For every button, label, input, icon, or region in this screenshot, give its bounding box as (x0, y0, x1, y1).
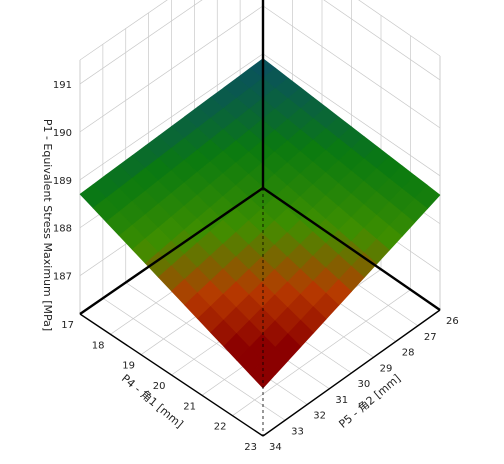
response-surface (79, 58, 441, 389)
y-tick-label: 34 (269, 442, 282, 453)
x-tick-label: 22 (214, 422, 227, 433)
axes (79, 0, 441, 437)
z-tick-label: 188 (53, 224, 72, 235)
y-tick-label: 30 (358, 379, 371, 390)
y-tick-label: 33 (291, 426, 304, 437)
grid-line (323, 0, 441, 81)
y-axis-back-line (262, 187, 441, 311)
y-tick-label: 31 (335, 395, 348, 406)
y-tick-label: 26 (446, 316, 459, 327)
x-axis-back-line (79, 187, 264, 315)
grid-line (79, 0, 203, 85)
grid-line (358, 0, 441, 57)
z-tick-label: 189 (53, 176, 72, 187)
grid-line (262, 5, 441, 129)
y-axis-line (262, 309, 441, 437)
grid-line (79, 0, 168, 61)
z-axis-label: P1 - Equivalent Stress Maximum [MPa] (41, 119, 54, 331)
z-tick-label: 191 (53, 80, 72, 91)
y-tick-label: 29 (380, 363, 393, 374)
grid-line (79, 5, 264, 133)
x-tick-label: 17 (61, 320, 74, 331)
y-tick-label: 28 (402, 348, 415, 359)
grid-line (125, 282, 308, 405)
y-tick-label: 27 (424, 332, 437, 343)
grid-line (79, 53, 264, 181)
tick-labels: 187 188 189 190 191 17 18 19 20 21 22 23 26 27 28 29 30 3… (53, 80, 459, 453)
grid-line (102, 297, 286, 421)
x-tick-label: 19 (122, 361, 135, 372)
x-tick-label: 23 (244, 442, 257, 453)
y-tick-label: 32 (313, 411, 326, 422)
x-tick-label: 21 (183, 401, 196, 412)
x-axis-line (79, 313, 264, 437)
grid-line (262, 53, 441, 177)
z-tick-label: 187 (53, 272, 72, 283)
x-tick-label: 20 (153, 381, 166, 392)
x-tick-label: 18 (92, 340, 105, 351)
z-tick-label: 190 (53, 128, 72, 139)
